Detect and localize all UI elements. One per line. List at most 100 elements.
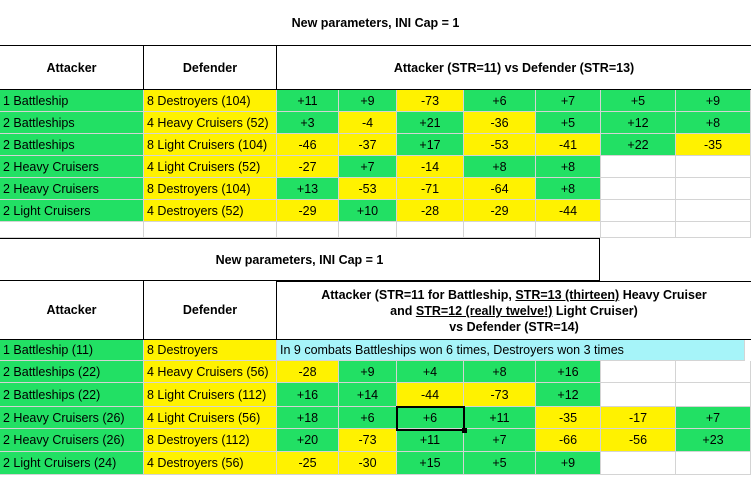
empty-cell[interactable]	[676, 222, 751, 238]
result-cell[interactable]: +6	[397, 407, 464, 429]
result-cell[interactable]: -37	[339, 134, 397, 156]
defender-cell[interactable]: 8 Light Cruisers (104)	[144, 134, 277, 156]
attacker-cell[interactable]: 2 Battleships	[0, 134, 144, 156]
result-cell[interactable]: -73	[397, 90, 464, 112]
result-cell[interactable]: -28	[397, 200, 464, 222]
result-cell[interactable]: +8	[676, 112, 751, 134]
result-cell[interactable]: +9	[536, 452, 601, 475]
result-cell[interactable]: +12	[536, 383, 601, 407]
result-cell[interactable]: -4	[339, 112, 397, 134]
defender-cell[interactable]: 4 Destroyers (52)	[144, 200, 277, 222]
empty-cell[interactable]	[676, 200, 751, 222]
result-cell[interactable]: +9	[339, 361, 397, 383]
attacker-cell[interactable]: 2 Heavy Cruisers (26)	[0, 407, 144, 429]
result-cell[interactable]: +10	[339, 200, 397, 222]
result-cell[interactable]: +6	[464, 90, 536, 112]
result-cell[interactable]: -56	[601, 429, 676, 452]
attacker-cell[interactable]: 2 Heavy Cruisers	[0, 156, 144, 178]
defender-cell[interactable]: 4 Light Cruisers (56)	[144, 407, 277, 429]
result-cell[interactable]: -30	[339, 452, 397, 475]
empty-cell[interactable]	[601, 200, 676, 222]
defender-cell[interactable]: 4 Heavy Cruisers (52)	[144, 112, 277, 134]
result-cell[interactable]: +5	[536, 112, 601, 134]
result-cell[interactable]: -53	[339, 178, 397, 200]
result-cell[interactable]: +9	[339, 90, 397, 112]
result-cell[interactable]: +14	[339, 383, 397, 407]
defender-cell[interactable]: 8 Destroyers	[144, 340, 277, 361]
defender-cell[interactable]: 8 Light Cruisers (112)	[144, 383, 277, 407]
attacker-cell[interactable]: 2 Light Cruisers	[0, 200, 144, 222]
result-cell[interactable]: +11	[277, 90, 339, 112]
result-cell[interactable]: -36	[464, 112, 536, 134]
empty-cell[interactable]	[464, 222, 536, 238]
result-cell[interactable]: +8	[536, 156, 601, 178]
result-cell[interactable]: +6	[339, 407, 397, 429]
result-cell[interactable]: +21	[397, 112, 464, 134]
result-cell[interactable]: +23	[676, 429, 751, 452]
defender-cell[interactable]: 4 Destroyers (56)	[144, 452, 277, 475]
result-cell[interactable]: +7	[339, 156, 397, 178]
empty-cell[interactable]	[676, 383, 751, 407]
empty-cell[interactable]	[601, 222, 676, 238]
result-cell[interactable]: -44	[397, 383, 464, 407]
result-cell[interactable]: +18	[277, 407, 339, 429]
result-cell[interactable]: +5	[601, 90, 676, 112]
result-cell[interactable]: +11	[397, 429, 464, 452]
result-cell[interactable]: -73	[339, 429, 397, 452]
result-cell[interactable]: +7	[676, 407, 751, 429]
result-cell[interactable]: +8	[464, 156, 536, 178]
result-cell[interactable]: +7	[464, 429, 536, 452]
result-cell[interactable]: -73	[464, 383, 536, 407]
result-cell[interactable]: +9	[676, 90, 751, 112]
result-cell[interactable]: -29	[464, 200, 536, 222]
result-cell[interactable]: -17	[601, 407, 676, 429]
empty-cell[interactable]	[676, 452, 751, 475]
defender-cell[interactable]: 8 Destroyers (112)	[144, 429, 277, 452]
result-cell[interactable]: -35	[676, 134, 751, 156]
empty-cell[interactable]	[676, 361, 751, 383]
result-cell[interactable]: -64	[464, 178, 536, 200]
empty-cell[interactable]	[601, 452, 676, 475]
selected-cell-cursor[interactable]	[396, 406, 467, 433]
attacker-cell[interactable]: 2 Battleships (22)	[0, 383, 144, 407]
result-cell[interactable]: -27	[277, 156, 339, 178]
result-cell[interactable]: -41	[536, 134, 601, 156]
result-cell[interactable]: +4	[397, 361, 464, 383]
result-cell[interactable]: -53	[464, 134, 536, 156]
empty-cell[interactable]	[601, 383, 676, 407]
empty-cell[interactable]	[676, 156, 751, 178]
attacker-cell[interactable]: 1 Battleship	[0, 90, 144, 112]
result-cell[interactable]: +5	[464, 452, 536, 475]
defender-cell[interactable]: 8 Destroyers (104)	[144, 178, 277, 200]
attacker-cell[interactable]: 2 Light Cruisers (24)	[0, 452, 144, 475]
result-cell[interactable]: +3	[277, 112, 339, 134]
result-cell[interactable]: +16	[277, 383, 339, 407]
note-cell[interactable]: In 9 combats Battleships won 6 times, De…	[277, 340, 745, 361]
result-cell[interactable]: +8	[464, 361, 536, 383]
result-cell[interactable]: +15	[397, 452, 464, 475]
result-cell[interactable]: +12	[601, 112, 676, 134]
result-cell[interactable]: -46	[277, 134, 339, 156]
empty-cell[interactable]	[144, 222, 277, 238]
defender-cell[interactable]: 4 Heavy Cruisers (56)	[144, 361, 277, 383]
empty-cell[interactable]	[0, 222, 144, 238]
attacker-cell[interactable]: 2 Battleships	[0, 112, 144, 134]
defender-cell[interactable]: 8 Destroyers (104)	[144, 90, 277, 112]
result-cell[interactable]: -29	[277, 200, 339, 222]
result-cell[interactable]: -25	[277, 452, 339, 475]
result-cell[interactable]: +11	[464, 407, 536, 429]
empty-cell[interactable]	[676, 178, 751, 200]
empty-cell[interactable]	[536, 222, 601, 238]
result-cell[interactable]: +13	[277, 178, 339, 200]
empty-cell[interactable]	[601, 178, 676, 200]
result-cell[interactable]: -14	[397, 156, 464, 178]
empty-cell[interactable]	[601, 156, 676, 178]
result-cell[interactable]: +17	[397, 134, 464, 156]
result-cell[interactable]: +7	[536, 90, 601, 112]
result-cell[interactable]: -28	[277, 361, 339, 383]
result-cell[interactable]: +22	[601, 134, 676, 156]
result-cell[interactable]: +8	[536, 178, 601, 200]
empty-cell[interactable]	[277, 222, 339, 238]
empty-cell[interactable]	[397, 222, 464, 238]
